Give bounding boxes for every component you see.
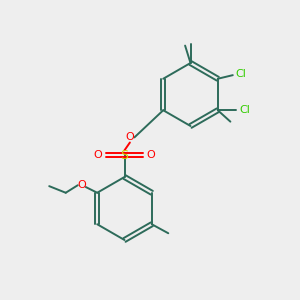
Text: O: O — [125, 132, 134, 142]
Text: O: O — [78, 180, 87, 190]
Text: Cl: Cl — [236, 69, 246, 79]
Text: S: S — [121, 149, 128, 162]
Text: Cl: Cl — [239, 105, 250, 115]
Text: O: O — [146, 150, 155, 161]
Text: O: O — [94, 150, 103, 161]
